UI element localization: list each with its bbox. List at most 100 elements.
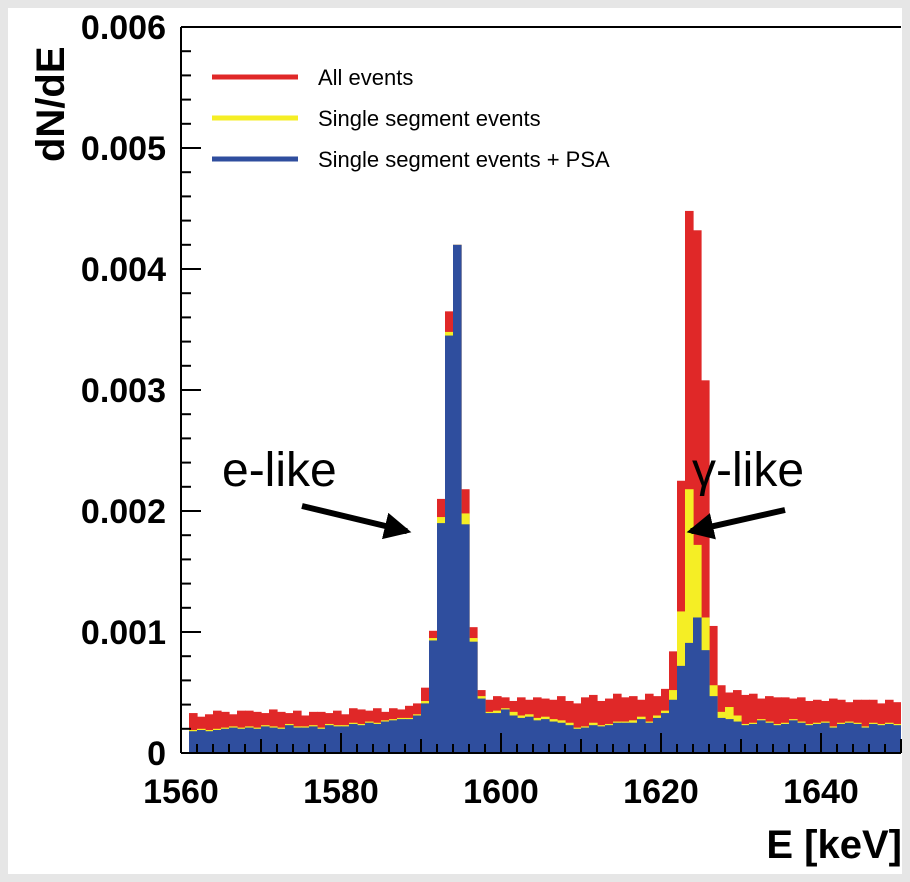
histogram-bar — [245, 727, 254, 753]
histogram-bar — [565, 725, 574, 753]
histogram-bar — [893, 725, 901, 753]
histogram-bar — [261, 726, 270, 753]
histogram-bar — [445, 335, 454, 753]
histogram-bar — [317, 728, 326, 753]
histogram-bar — [189, 731, 198, 753]
histogram-bar — [885, 723, 894, 753]
annotations: e-like γ-like — [222, 444, 804, 540]
histogram-bar — [509, 715, 518, 753]
histogram-bar — [693, 617, 702, 753]
histogram-bar — [285, 725, 294, 753]
histogram-bar — [685, 489, 694, 753]
y-tick-label: 0.004 — [81, 251, 166, 289]
histogram-bar — [397, 719, 406, 753]
histogram-bar — [301, 727, 310, 753]
histogram-bar — [829, 698, 838, 753]
histogram-bar — [709, 696, 718, 753]
histogram-bar — [789, 720, 798, 753]
histogram-bar — [605, 725, 614, 753]
histogram-bar — [797, 722, 806, 753]
histogram-bar — [741, 725, 750, 753]
histogram-bar — [805, 725, 814, 753]
histogram-bar — [309, 726, 318, 753]
y-tick-label: 0 — [147, 735, 166, 773]
histogram-bar — [613, 722, 622, 753]
y-tick-label: 0.005 — [81, 130, 166, 168]
histogram-bars — [189, 210, 910, 753]
histogram-bar — [853, 723, 862, 753]
x-tick-label: 1640 — [783, 773, 859, 811]
legend-label: Single segment events + PSA — [318, 147, 610, 172]
histogram-bar — [741, 694, 750, 753]
histogram-bar — [693, 230, 702, 753]
histogram-bar — [749, 723, 758, 753]
series-3-bars — [189, 244, 910, 753]
x-tick-label: 1580 — [303, 773, 379, 811]
histogram-bar — [837, 723, 846, 753]
histogram-bar — [293, 727, 302, 753]
histogram-bar — [493, 713, 502, 753]
annotation-arrow — [686, 507, 786, 540]
histogram-bar — [661, 713, 670, 753]
axes: 0 0.001 0.002 0.003 0.004 0.005 0.006 1560 1580 1… — [81, 9, 902, 811]
histogram-bar — [733, 721, 742, 753]
histogram-bar — [829, 727, 838, 753]
y-axis-title: dN/dE — [29, 46, 73, 162]
histogram-bar — [333, 726, 342, 753]
histogram-bar — [877, 725, 886, 753]
histogram-bar — [573, 728, 582, 753]
series-2-bars — [189, 244, 910, 753]
histogram-bar — [277, 728, 286, 753]
histogram-bar — [325, 725, 334, 753]
histogram-bar — [701, 380, 710, 753]
histogram-bar — [437, 523, 446, 753]
histogram-bar — [669, 699, 678, 753]
histogram-bar — [453, 244, 462, 753]
histogram-bar — [413, 715, 422, 753]
histogram-bar — [237, 728, 246, 753]
histogram-bar — [685, 210, 694, 753]
histogram-bar — [645, 722, 654, 753]
histogram-bar — [405, 719, 414, 753]
histogram-bar — [901, 726, 910, 753]
histogram-bar — [541, 719, 550, 753]
histogram-bar — [365, 722, 374, 753]
annotation-label: e-like — [222, 444, 337, 497]
histogram-bar — [533, 720, 542, 753]
x-tick-label: 1560 — [143, 773, 219, 811]
histogram-bar — [589, 725, 598, 753]
histogram-bar — [621, 722, 630, 753]
histogram-bar — [901, 701, 910, 753]
histogram-bar — [197, 730, 206, 753]
histogram-bar — [781, 723, 790, 753]
x-tick-label: 1600 — [463, 773, 539, 811]
histogram-bar — [717, 717, 726, 753]
histogram-bar — [253, 728, 262, 753]
histogram-bar — [341, 726, 350, 753]
histogram-bar — [389, 720, 398, 753]
y-tick-label: 0.006 — [81, 9, 166, 47]
histogram-bar — [581, 697, 590, 753]
annotation-label: γ-like — [692, 444, 804, 497]
histogram-bar — [381, 721, 390, 753]
histogram-bar — [725, 719, 734, 753]
histogram-bar — [757, 720, 766, 753]
histogram-bar — [477, 698, 486, 753]
legend-label: Single segment events — [318, 106, 541, 131]
histogram-bar — [469, 641, 478, 753]
histogram-bar — [701, 650, 710, 753]
y-tick-label: 0.001 — [81, 614, 166, 652]
y-tick-label: 0.002 — [81, 493, 166, 531]
histogram-bar — [525, 716, 534, 753]
histogram-bar — [653, 717, 662, 753]
histogram-bar — [221, 728, 230, 753]
histogram-bar — [845, 722, 854, 753]
histogram-bar — [861, 727, 870, 753]
histogram-bar — [901, 725, 910, 753]
histogram-bar — [557, 722, 566, 753]
histogram-bar — [773, 725, 782, 753]
histogram-bar — [549, 721, 558, 753]
x-axis-title: E [keV] — [766, 823, 902, 867]
